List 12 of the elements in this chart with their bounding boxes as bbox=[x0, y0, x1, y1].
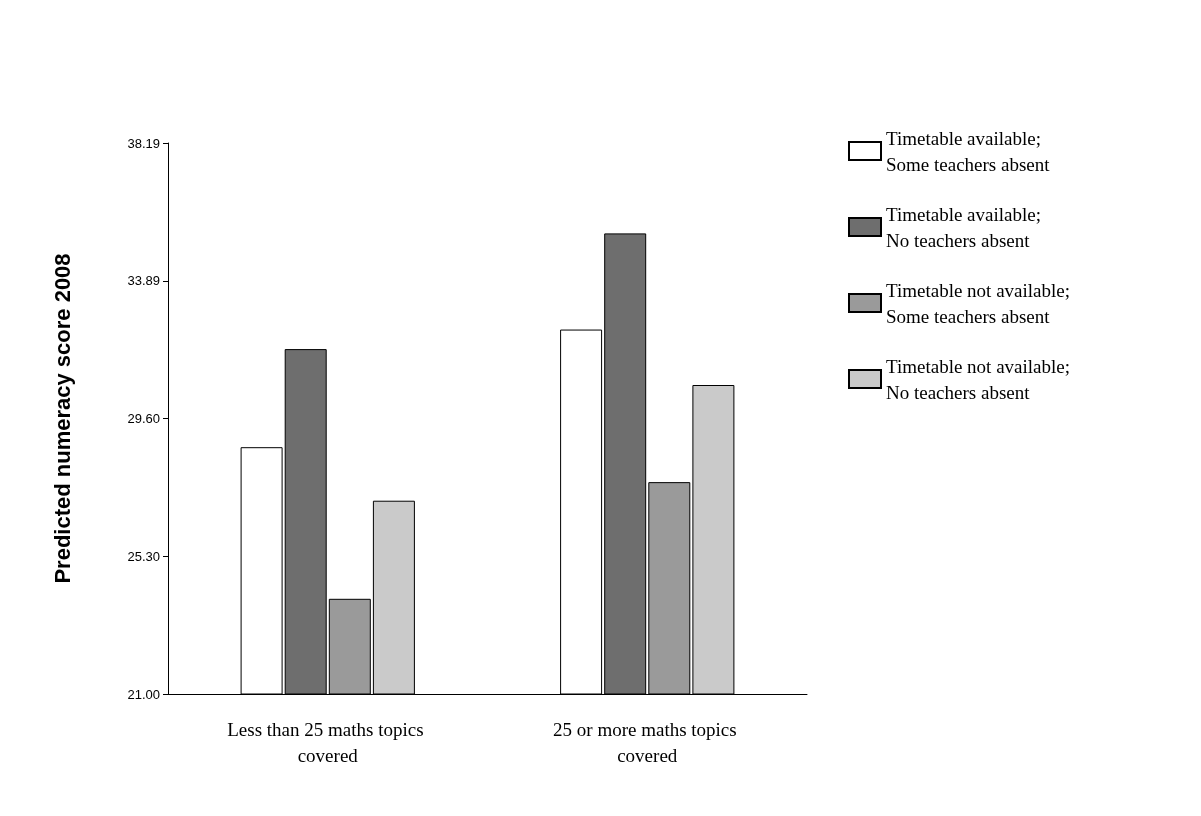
x-tick-label: 25 or more maths topics covered bbox=[553, 718, 742, 766]
y-tick-label: 38.19 bbox=[127, 135, 160, 151]
y-tick-label: 29.60 bbox=[127, 410, 160, 426]
y-axis-title: Predicted numeracy score 2008 bbox=[49, 253, 75, 584]
y-tick-label: 21.00 bbox=[127, 686, 160, 702]
y-tick-label: 33.89 bbox=[127, 273, 160, 289]
y-tick-label: 25.30 bbox=[127, 548, 160, 564]
legend-label: Timetable available; Some teachers absent bbox=[886, 127, 1051, 175]
legend-label: Timetable available; No teachers absent bbox=[886, 203, 1041, 251]
x-tick-label: Less than 25 maths topics covered bbox=[227, 718, 429, 766]
legend-label: Timetable not available; Some teachers absent bbox=[886, 279, 1070, 327]
legend-label: Timetable not available; No teachers absent bbox=[886, 355, 1070, 403]
